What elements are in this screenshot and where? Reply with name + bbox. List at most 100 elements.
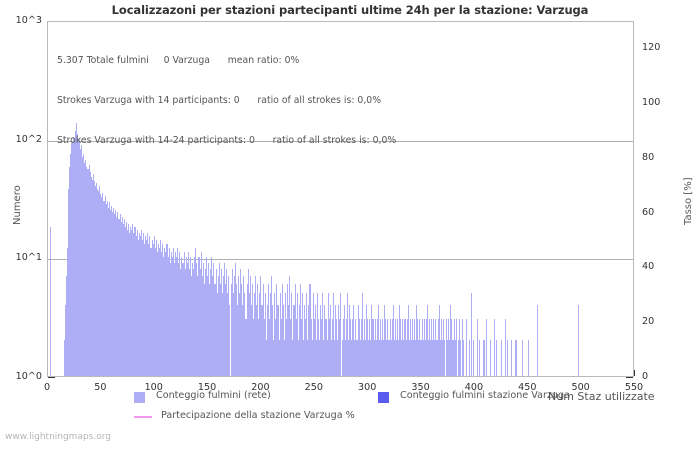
histogram-bar <box>457 340 459 376</box>
histogram-bar <box>328 319 330 376</box>
histogram-bar <box>487 375 489 376</box>
histogram-bar <box>395 340 397 376</box>
histogram-bar <box>213 262 215 376</box>
histogram-bar <box>161 252 163 376</box>
histogram-bar <box>177 247 179 376</box>
histogram-bar <box>252 319 254 376</box>
histogram-bar <box>225 283 227 376</box>
histogram-bar <box>191 275 193 376</box>
annotation-line-total: 5.307 Totale fulmini 0 Varzuga mean rati… <box>57 55 300 67</box>
histogram-bar <box>421 319 423 376</box>
histogram-bar <box>235 283 237 376</box>
histogram-bar <box>134 227 136 376</box>
histogram-bar <box>569 375 571 376</box>
histogram-bar <box>97 188 99 376</box>
histogram-bar <box>96 183 98 376</box>
histogram-bar <box>447 340 449 376</box>
histogram-bar <box>293 304 295 376</box>
histogram-bar <box>448 319 450 376</box>
histogram-bar <box>295 319 297 376</box>
histogram-bar <box>149 236 151 376</box>
histogram-bar <box>343 304 345 376</box>
histogram-bar <box>306 293 308 376</box>
histogram-bar <box>372 319 374 376</box>
histogram-bar <box>257 283 259 376</box>
histogram-bar <box>137 240 139 376</box>
histogram-bar <box>183 252 185 376</box>
histogram-bar <box>384 304 386 376</box>
histogram-bar <box>445 375 447 376</box>
histogram-bar <box>347 340 349 376</box>
histogram-bar <box>160 240 162 376</box>
y-tick-label-left: 10^3 <box>15 15 42 26</box>
histogram-bar <box>424 340 426 376</box>
legend-line-marker <box>134 416 152 418</box>
histogram-bar <box>289 275 291 376</box>
histogram-bar <box>407 304 409 376</box>
legend-color-swatch <box>378 392 389 403</box>
histogram-bar <box>156 252 158 376</box>
histogram-bar <box>271 275 273 376</box>
histogram-bar <box>130 227 132 376</box>
histogram-bar <box>115 210 117 376</box>
histogram-bar <box>446 319 448 376</box>
histogram-bar <box>429 319 431 376</box>
histogram-bar <box>498 375 500 376</box>
histogram-bar <box>283 340 285 376</box>
histogram-bar <box>192 262 194 376</box>
histogram-bar <box>339 319 341 376</box>
histogram-bar <box>298 304 300 376</box>
histogram-bar <box>234 262 236 376</box>
histogram-bar <box>107 208 109 376</box>
histogram-bar <box>106 200 108 376</box>
histogram-bar <box>463 340 465 376</box>
histogram-bar <box>470 293 472 376</box>
histogram-bar <box>66 275 68 376</box>
histogram-bar <box>389 319 391 376</box>
histogram-bar <box>131 230 133 376</box>
histogram-bar <box>74 131 76 376</box>
histogram-bar <box>509 375 511 376</box>
histogram-bar <box>565 375 567 376</box>
histogram-bar <box>169 262 171 376</box>
histogram-bar <box>556 375 558 376</box>
histogram-bar <box>75 123 77 376</box>
histogram-bar <box>362 340 364 376</box>
histogram-bar <box>247 268 249 376</box>
histogram-bar <box>455 319 457 376</box>
histogram-bar <box>506 340 508 376</box>
x-tick-label: 100 <box>144 382 163 393</box>
histogram-bar <box>533 375 535 376</box>
histogram-bar <box>140 230 142 376</box>
histogram-bar <box>524 375 526 376</box>
x-tick-label: 500 <box>571 382 590 393</box>
histogram-bar <box>479 340 481 376</box>
histogram-bar <box>187 252 189 376</box>
histogram-bar <box>173 262 175 376</box>
histogram-bar <box>184 268 186 376</box>
histogram-bar <box>449 340 451 376</box>
y-axis-label-left: Numero <box>12 185 23 225</box>
histogram-bar <box>201 275 203 376</box>
histogram-bar <box>116 216 118 376</box>
histogram-bar <box>142 233 145 376</box>
x-tick-label: 50 <box>94 382 107 393</box>
histogram-bar <box>491 375 494 376</box>
histogram-bar <box>84 163 86 376</box>
histogram-bar <box>385 319 387 376</box>
histogram-bar <box>260 275 262 376</box>
histogram-bar <box>157 243 159 376</box>
histogram-bar <box>211 257 213 376</box>
histogram-bar <box>228 275 230 376</box>
histogram-bar <box>315 340 317 376</box>
histogram-bar <box>335 304 337 376</box>
histogram-bar <box>168 247 170 376</box>
histogram-bar <box>307 340 309 376</box>
histogram-bar <box>319 340 321 376</box>
histogram-bar <box>263 319 265 376</box>
histogram-bar <box>171 257 173 376</box>
histogram-bar <box>93 180 95 376</box>
histogram-bar <box>387 319 389 376</box>
histogram-bar <box>87 169 89 376</box>
